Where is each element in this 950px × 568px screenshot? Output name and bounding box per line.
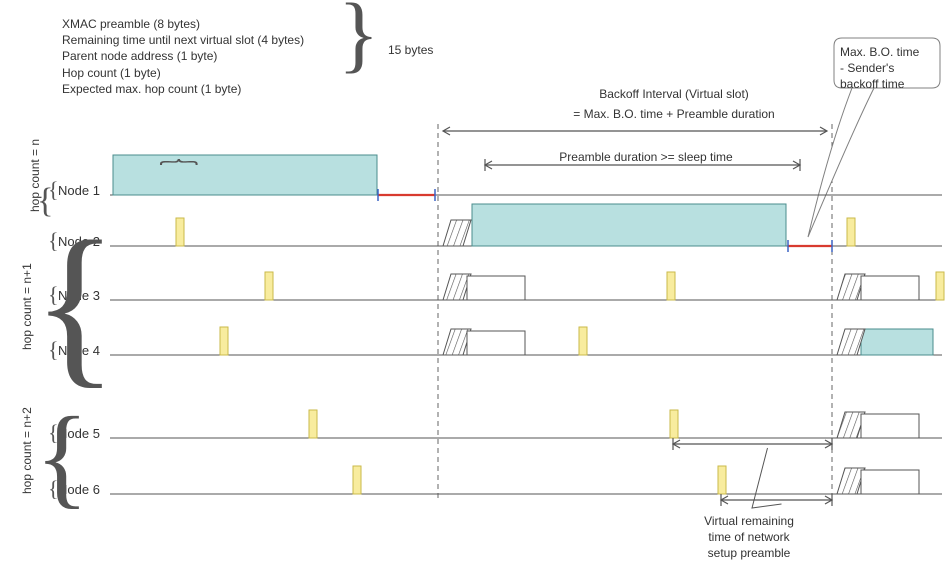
group-brace: { bbox=[35, 408, 89, 506]
callout-text: Max. B.O. time - Sender's backoff time bbox=[840, 44, 936, 93]
group-brace: { bbox=[32, 226, 118, 382]
hdr-l3: Hop count (1 byte) bbox=[62, 65, 304, 81]
hdr-l2: Parent node address (1 byte) bbox=[62, 48, 304, 64]
hop-group-label: hop count = n bbox=[28, 139, 42, 212]
backoff-formula: = Max. B.O. time + Preamble duration bbox=[544, 106, 804, 122]
header-lines: XMAC preamble (8 bytes) Remaining time u… bbox=[62, 16, 304, 97]
preamble-field-brace: ︷ bbox=[137, 138, 216, 170]
preamble-note: Preamble duration >= sleep time bbox=[516, 149, 776, 165]
hdr-l0: XMAC preamble (8 bytes) bbox=[62, 16, 304, 32]
hop-group-label: hop count = n+2 bbox=[20, 407, 34, 494]
node-label: Node 1 bbox=[58, 183, 100, 198]
backoff-title: Backoff Interval (Virtual slot) bbox=[544, 86, 804, 102]
header-size-brace: } bbox=[338, 0, 379, 80]
hdr-l4: Expected max. hop count (1 byte) bbox=[62, 81, 304, 97]
bottom-note: Virtual remaining time of network setup … bbox=[674, 513, 824, 562]
header-size-label: 15 bytes bbox=[388, 42, 433, 58]
hdr-l1: Remaining time until next virtual slot (… bbox=[62, 32, 304, 48]
hop-group-label: hop count = n+1 bbox=[20, 263, 34, 350]
